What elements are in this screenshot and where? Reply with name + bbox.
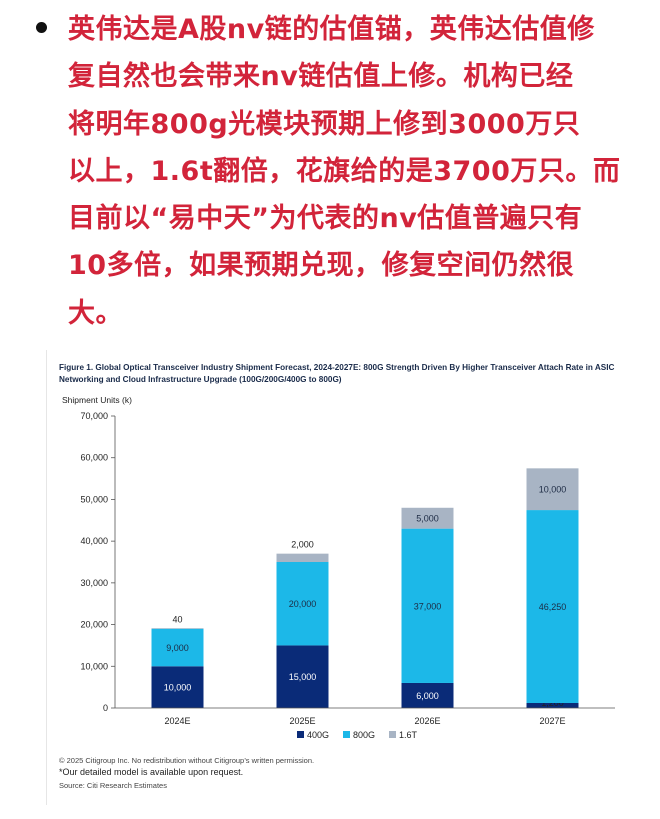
post-line: 10多倍，如果预期兑现，修复空间仍然很: [68, 250, 575, 282]
x-axis: 2024E 2025E 2026E 2027E: [115, 707, 615, 726]
figure-footer: © 2025 Citigroup Inc. No redistribution …: [59, 755, 619, 792]
bullet-point-icon: [36, 22, 47, 33]
model-note: *Our detailed model is available upon re…: [59, 767, 244, 777]
legend-swatch-400G: [297, 731, 304, 738]
bar-400G-2025E: [276, 645, 329, 708]
stacked-bar-chart: Shipment Units (k) 0 10,000 20,000 30,000 40…: [62, 395, 615, 740]
data-label: 37,000: [414, 601, 442, 611]
y-tick-label: 10,000: [80, 661, 108, 671]
y-tick-label: 60,000: [80, 453, 108, 463]
data-label: 10,000: [539, 485, 567, 495]
data-label: 1,200: [541, 698, 564, 708]
post-line: 将明年800g光模块预期上修到3000万只: [68, 108, 581, 140]
post-paragraph: 英伟达是A股nv链的估值锚，英伟达估值修 复自然也会带来nv链估值上修。机构已经…: [68, 6, 638, 337]
x-tick-label: 2024E: [164, 716, 190, 726]
y-axis-label: Shipment Units (k): [62, 395, 132, 405]
chart-figure-image: Figure 1. Global Optical Transceiver Ind…: [46, 350, 627, 805]
bar-1.6T-2027E: [526, 468, 579, 511]
legend-label: 1.6T: [399, 730, 418, 740]
y-tick-label: 0: [103, 703, 108, 713]
y-tick-label: 20,000: [80, 620, 108, 630]
y-axis: 0 10,000 20,000 30,000 40,000 50,000 60,000 70,…: [80, 411, 116, 713]
data-label: 46,250: [539, 602, 567, 612]
bars-group: 10,000 9,000 40 15,000 20,000 2,000 6,000 37,00…: [151, 468, 579, 708]
post-line: 英伟达是A股nv链的估值锚，英伟达估值修: [68, 14, 595, 45]
copyright-note: © 2025 Citigroup Inc. No redistribution …: [59, 756, 315, 765]
data-label: 2,000: [291, 540, 314, 550]
bar-800G-2025E: [276, 562, 329, 646]
x-tick-label: 2025E: [289, 716, 315, 726]
post-line: 大。: [68, 297, 123, 329]
x-tick-label: 2027E: [539, 716, 565, 726]
legend-swatch-800G: [343, 731, 350, 738]
data-label: 15,000: [289, 672, 317, 682]
data-label: 9,000: [166, 643, 189, 653]
legend-label: 400G: [307, 730, 329, 740]
bar-400G-2026E: [401, 682, 454, 708]
y-tick-label: 40,000: [80, 536, 108, 546]
bar-800G-2024E: [151, 628, 204, 667]
bar-400G-2024E: [151, 666, 204, 708]
bar-800G-2026E: [401, 528, 454, 683]
figure-title: Figure 1. Global Optical Transceiver Ind…: [59, 363, 615, 384]
y-tick-label: 50,000: [80, 494, 108, 504]
data-label: 5,000: [416, 514, 439, 524]
legend-swatch-1.6T: [389, 731, 396, 738]
data-label: 10,000: [164, 683, 192, 693]
x-tick-label: 2026E: [414, 716, 440, 726]
y-tick-label: 30,000: [80, 578, 108, 588]
source-note: Source: Citi Research Estimates: [59, 781, 167, 790]
bar-1.6T-2025E: [276, 553, 329, 562]
post-line: 复自然也会带来nv链估值上修。机构已经: [68, 61, 574, 93]
post-line: 目前以“易中天”为代表的nv估值普遍只有: [68, 203, 583, 235]
post-line: 以上，1.6t翻倍，花旗给的是3700万只。而: [68, 155, 621, 187]
data-label: 40: [172, 615, 182, 625]
bar-800G-2027E: [526, 510, 579, 703]
legend: 400G 800G 1.6T: [297, 730, 418, 740]
y-tick-label: 70,000: [80, 411, 108, 421]
bar-400G-2027E: [526, 702, 579, 708]
bar-1.6T-2026E: [401, 507, 454, 529]
bar-1.6T-2024E: [151, 628, 204, 629]
data-label: 6,000: [416, 691, 439, 701]
post-text-block: 英伟达是A股nv链的估值锚，英伟达估值修 复自然也会带来nv链估值上修。机构已经…: [0, 0, 660, 345]
data-label: 20,000: [289, 599, 317, 609]
legend-label: 800G: [353, 730, 375, 740]
